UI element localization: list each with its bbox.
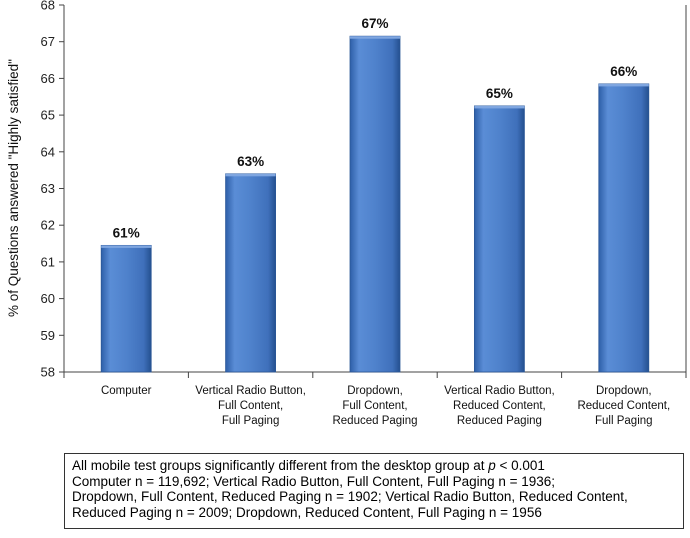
y-tick-label: 58 <box>41 365 55 380</box>
y-tick-label: 67 <box>41 34 55 49</box>
bar-group <box>100 244 152 373</box>
bar-group <box>598 83 650 373</box>
category-label-line: Reduced Content, <box>577 400 670 412</box>
bar <box>598 83 650 373</box>
bar-chart: % of Questions answered "Highly satisfie… <box>6 0 687 427</box>
category-label-line: Dropdown, <box>596 385 652 397</box>
y-tick-label: 60 <box>41 291 55 306</box>
category-label-line: Full Paging <box>595 415 653 427</box>
y-tick-label: 62 <box>41 218 55 233</box>
category-label: Vertical Radio Button, Reduced Content, Re… <box>444 385 555 427</box>
y-tick-label: 66 <box>41 71 55 86</box>
y-tick-label: 68 <box>41 0 55 13</box>
footnote-line-1-suffix: < 0.001 <box>495 458 545 473</box>
y-tick-label: 63 <box>41 181 55 196</box>
y-tick-label: 59 <box>41 328 55 343</box>
category-label-line: Full Content, <box>342 400 407 412</box>
y-tick-label: 64 <box>41 144 55 159</box>
footnote-box: All mobile test groups significantly dif… <box>64 453 684 529</box>
footnote-line-2: Computer n = 119,692; Vertical Radio But… <box>72 473 556 489</box>
bar <box>225 173 277 373</box>
bar-group <box>473 105 525 373</box>
category-label-line: Full Paging <box>222 415 280 427</box>
category-label-line: Reduced Paging <box>457 415 542 427</box>
footnote-line-4: Reduced Paging n = 2009; Dropdown, Reduc… <box>72 504 542 520</box>
y-tick-label: 65 <box>41 108 55 123</box>
data-label: 67% <box>361 16 388 31</box>
footnote-line-3: Dropdown, Full Content, Reduced Paging n… <box>72 489 628 504</box>
category-label-line: Vertical Radio Button, <box>444 385 555 397</box>
footnote-line-1: All mobile test groups significantly dif… <box>72 458 676 474</box>
bar-top-highlight <box>350 36 400 39</box>
bar-group <box>225 173 277 373</box>
data-label: 65% <box>486 86 513 101</box>
category-label: Computer <box>101 385 152 397</box>
bar-top-highlight <box>225 173 276 177</box>
category-label-line: Full Content, <box>218 400 283 412</box>
bar-group <box>349 35 401 373</box>
category-label-line: Reduced Content, <box>453 400 546 412</box>
bar <box>100 244 152 373</box>
category-label: Vertical Radio Button, Full Content, Full … <box>195 385 306 427</box>
bar-top-highlight <box>101 245 152 248</box>
labels: 61% Computer 63% Vertical Radio Button, Full… <box>101 16 670 427</box>
bar-top-highlight <box>474 105 525 109</box>
bars <box>100 35 650 373</box>
category-label-line: Computer <box>101 385 152 397</box>
y-tick-label: 61 <box>41 254 55 269</box>
category-label: Dropdown, Full Content, Reduced Paging <box>332 385 417 427</box>
data-label: 66% <box>610 64 637 79</box>
data-label: 61% <box>113 225 140 240</box>
footnote-p-symbol: p <box>488 458 496 473</box>
category-label: Dropdown, Reduced Content, Full Paging <box>577 385 670 427</box>
category-label-line: Reduced Paging <box>332 415 417 427</box>
bar-top-highlight <box>598 83 649 87</box>
footnote-line-1-prefix: All mobile test groups significantly dif… <box>72 458 489 473</box>
axes: 58 59 60 61 62 63 64 65 66 67 68 <box>41 0 687 380</box>
y-axis-label: % of Questions answered "Highly satisfie… <box>6 59 21 317</box>
category-label-line: Dropdown, <box>347 385 403 397</box>
data-label: 63% <box>237 154 264 169</box>
bar <box>473 105 525 373</box>
category-label-line: Vertical Radio Button, <box>195 385 306 397</box>
bar <box>349 35 401 373</box>
